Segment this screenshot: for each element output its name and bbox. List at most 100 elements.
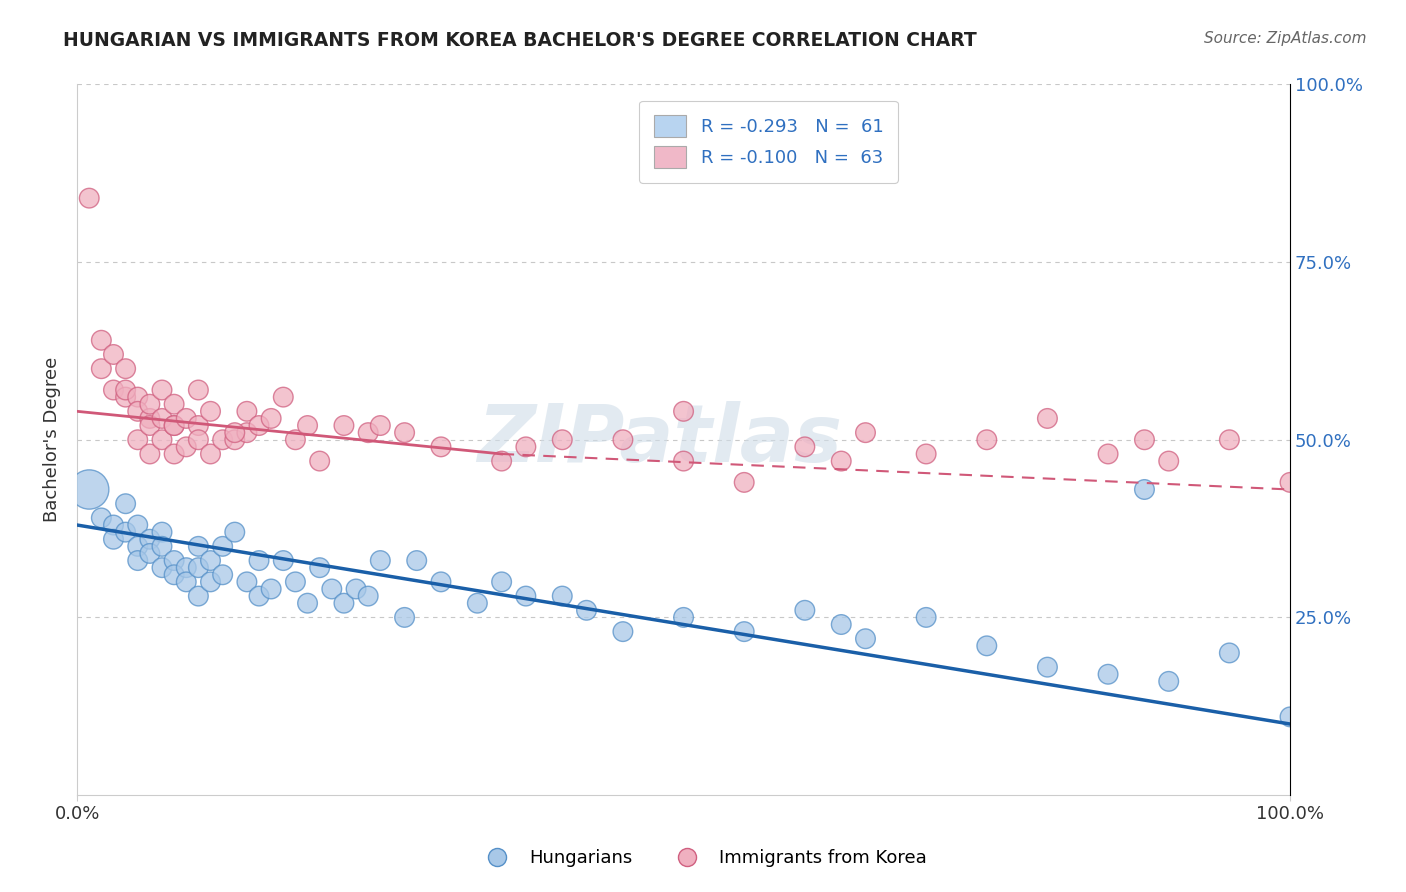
Point bbox=[491, 574, 513, 589]
Point bbox=[1097, 667, 1119, 681]
Point bbox=[163, 567, 186, 582]
Point bbox=[1157, 674, 1180, 689]
Point bbox=[1036, 411, 1059, 425]
Point bbox=[200, 574, 222, 589]
Point bbox=[394, 610, 416, 624]
Point bbox=[1036, 660, 1059, 674]
Point bbox=[793, 440, 815, 454]
Point bbox=[236, 425, 259, 440]
Point bbox=[103, 347, 125, 361]
Point bbox=[236, 574, 259, 589]
Point bbox=[187, 433, 209, 447]
Point bbox=[139, 411, 162, 425]
Point bbox=[333, 596, 356, 610]
Point bbox=[139, 397, 162, 411]
Point bbox=[211, 433, 233, 447]
Point bbox=[612, 433, 634, 447]
Point bbox=[174, 411, 197, 425]
Point bbox=[733, 624, 755, 639]
Point bbox=[551, 433, 574, 447]
Point bbox=[139, 418, 162, 433]
Point bbox=[1218, 646, 1240, 660]
Point bbox=[150, 433, 173, 447]
Point bbox=[163, 447, 186, 461]
Point bbox=[247, 553, 270, 567]
Point bbox=[127, 539, 149, 553]
Point bbox=[163, 418, 186, 433]
Point bbox=[260, 582, 283, 596]
Point bbox=[150, 560, 173, 574]
Point bbox=[976, 639, 998, 653]
Point bbox=[90, 333, 112, 347]
Point bbox=[271, 553, 294, 567]
Point bbox=[187, 418, 209, 433]
Point bbox=[211, 567, 233, 582]
Point bbox=[1133, 483, 1156, 497]
Point bbox=[187, 589, 209, 603]
Point bbox=[297, 418, 319, 433]
Point bbox=[103, 383, 125, 397]
Y-axis label: Bachelor's Degree: Bachelor's Degree bbox=[44, 357, 60, 523]
Point bbox=[114, 525, 136, 540]
Point bbox=[139, 533, 162, 547]
Text: ZIPatlas: ZIPatlas bbox=[477, 401, 842, 479]
Point bbox=[224, 425, 246, 440]
Point bbox=[77, 191, 100, 205]
Point bbox=[200, 553, 222, 567]
Point bbox=[114, 361, 136, 376]
Point bbox=[247, 418, 270, 433]
Point bbox=[915, 447, 938, 461]
Point bbox=[344, 582, 367, 596]
Point bbox=[1157, 454, 1180, 468]
Point bbox=[405, 553, 427, 567]
Point bbox=[90, 511, 112, 525]
Point bbox=[127, 518, 149, 533]
Point bbox=[271, 390, 294, 404]
Text: HUNGARIAN VS IMMIGRANTS FROM KOREA BACHELOR'S DEGREE CORRELATION CHART: HUNGARIAN VS IMMIGRANTS FROM KOREA BACHE… bbox=[63, 31, 977, 50]
Point bbox=[139, 546, 162, 560]
Point bbox=[103, 518, 125, 533]
Point bbox=[127, 433, 149, 447]
Point bbox=[370, 418, 392, 433]
Point bbox=[551, 589, 574, 603]
Point bbox=[575, 603, 598, 617]
Point bbox=[915, 610, 938, 624]
Point bbox=[224, 433, 246, 447]
Point bbox=[187, 539, 209, 553]
Point bbox=[187, 560, 209, 574]
Point bbox=[163, 553, 186, 567]
Point bbox=[163, 397, 186, 411]
Point bbox=[150, 525, 173, 540]
Point bbox=[793, 603, 815, 617]
Point bbox=[672, 610, 695, 624]
Point bbox=[430, 574, 453, 589]
Point bbox=[430, 440, 453, 454]
Point bbox=[200, 404, 222, 418]
Point bbox=[284, 574, 307, 589]
Point bbox=[321, 582, 343, 596]
Point bbox=[247, 589, 270, 603]
Text: Source: ZipAtlas.com: Source: ZipAtlas.com bbox=[1204, 31, 1367, 46]
Point bbox=[200, 447, 222, 461]
Point bbox=[1133, 433, 1156, 447]
Point bbox=[515, 440, 537, 454]
Point bbox=[163, 418, 186, 433]
Point bbox=[174, 440, 197, 454]
Point bbox=[733, 475, 755, 490]
Point bbox=[357, 425, 380, 440]
Point bbox=[976, 433, 998, 447]
Point bbox=[150, 411, 173, 425]
Point bbox=[260, 411, 283, 425]
Point bbox=[370, 553, 392, 567]
Point bbox=[127, 390, 149, 404]
Point bbox=[1279, 475, 1302, 490]
Legend: R = -0.293   N =  61, R = -0.100   N =  63: R = -0.293 N = 61, R = -0.100 N = 63 bbox=[640, 101, 898, 183]
Point bbox=[1218, 433, 1240, 447]
Point bbox=[103, 533, 125, 547]
Point bbox=[127, 553, 149, 567]
Point bbox=[114, 383, 136, 397]
Point bbox=[236, 404, 259, 418]
Point bbox=[515, 589, 537, 603]
Point bbox=[174, 560, 197, 574]
Point bbox=[114, 497, 136, 511]
